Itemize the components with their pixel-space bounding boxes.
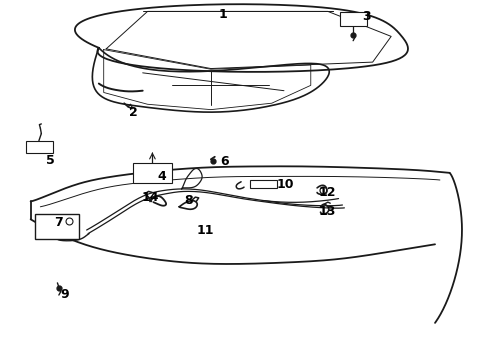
Text: 14: 14 (141, 191, 159, 204)
Bar (340, 12, 367, 26)
Text: 10: 10 (276, 178, 294, 191)
Text: 6: 6 (220, 155, 229, 168)
Text: 2: 2 (128, 105, 137, 119)
Text: 13: 13 (318, 205, 336, 218)
Text: 9: 9 (60, 288, 69, 301)
Text: 8: 8 (185, 194, 193, 207)
Text: 11: 11 (196, 224, 214, 237)
Bar (35, 214, 79, 239)
Text: 7: 7 (54, 216, 63, 229)
Text: 4: 4 (158, 170, 167, 183)
Text: 1: 1 (219, 9, 227, 22)
Bar (250, 180, 277, 188)
Bar (26, 141, 52, 153)
Text: 12: 12 (318, 186, 336, 199)
Text: 5: 5 (46, 154, 54, 167)
Bar (133, 163, 172, 183)
Text: 3: 3 (363, 10, 371, 23)
